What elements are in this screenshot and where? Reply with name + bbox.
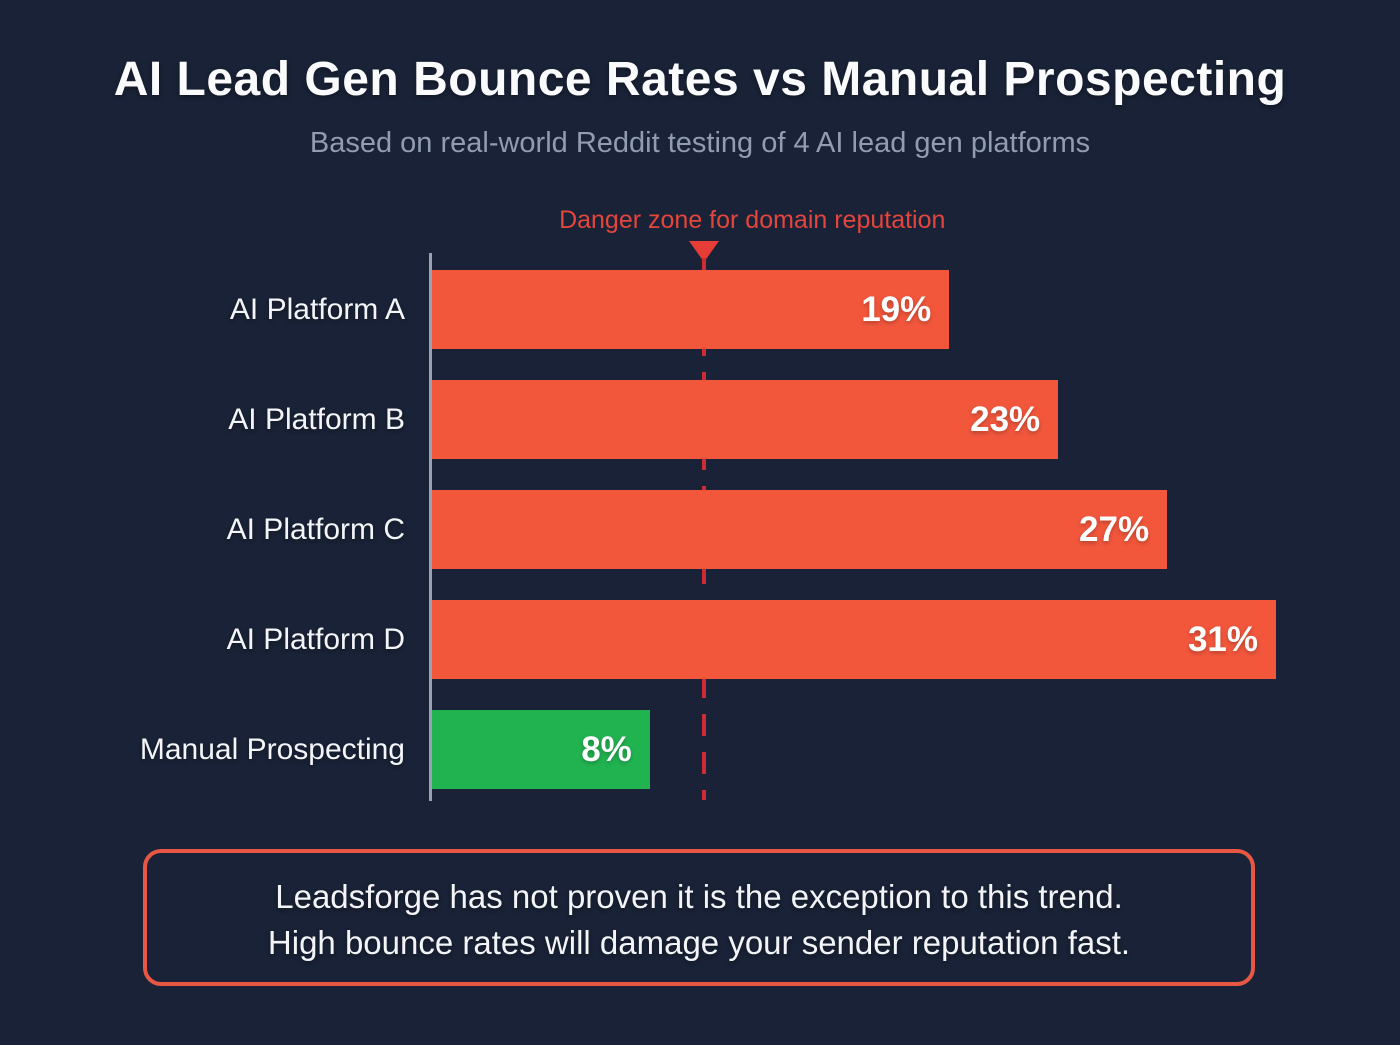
- page-subtitle: Based on real-world Reddit testing of 4 …: [309, 127, 1091, 159]
- callout-text-line2: High bounce rates will damage your sende…: [267, 924, 1131, 961]
- bar-ai-platform-b: 23%: [432, 380, 1059, 459]
- bar-manual-prospecting: 8%: [432, 710, 650, 789]
- bar-category-label: Manual Prospecting: [139, 733, 405, 766]
- bar-value-label: 23%: [970, 400, 1041, 439]
- bar-ai-platform-d: 31%: [432, 600, 1276, 679]
- bar-value-label: 19%: [861, 290, 932, 329]
- bar-value-label: 8%: [581, 730, 632, 769]
- bar-chart: AI Platform A 19% AI Platform B 23% AI Platf…: [140, 270, 1276, 830]
- bar-ai-platform-c: 27%: [432, 490, 1168, 569]
- bar-value-label: 27%: [1079, 510, 1150, 549]
- bar-category-label: AI Platform D: [226, 623, 405, 656]
- chart-row: Manual Prospecting 8%: [140, 710, 1276, 789]
- y-axis-line: [429, 253, 432, 801]
- bar-ai-platform-a: 19%: [432, 270, 950, 349]
- page-title: AI Lead Gen Bounce Rates vs Manual Prosp…: [113, 53, 1287, 106]
- callout-box: Leadsforge has not proven it is the exce…: [143, 849, 1255, 986]
- bar-value-label: 31%: [1187, 620, 1258, 659]
- bar-category-label: AI Platform B: [228, 403, 405, 436]
- danger-zone-label: Danger zone for domain reputation: [559, 206, 946, 234]
- chart-row: AI Platform B 23%: [228, 380, 1276, 459]
- chart-row: AI Platform A 19%: [230, 270, 1276, 349]
- danger-arrow-icon: [689, 241, 720, 262]
- chart-row: AI Platform C 27%: [227, 490, 1276, 569]
- bar-category-label: AI Platform C: [226, 513, 405, 546]
- chart-row: AI Platform D 31%: [227, 600, 1276, 679]
- bar-category-label: AI Platform A: [229, 293, 405, 326]
- callout-text-line1: Leadsforge has not proven it is the exce…: [275, 878, 1123, 915]
